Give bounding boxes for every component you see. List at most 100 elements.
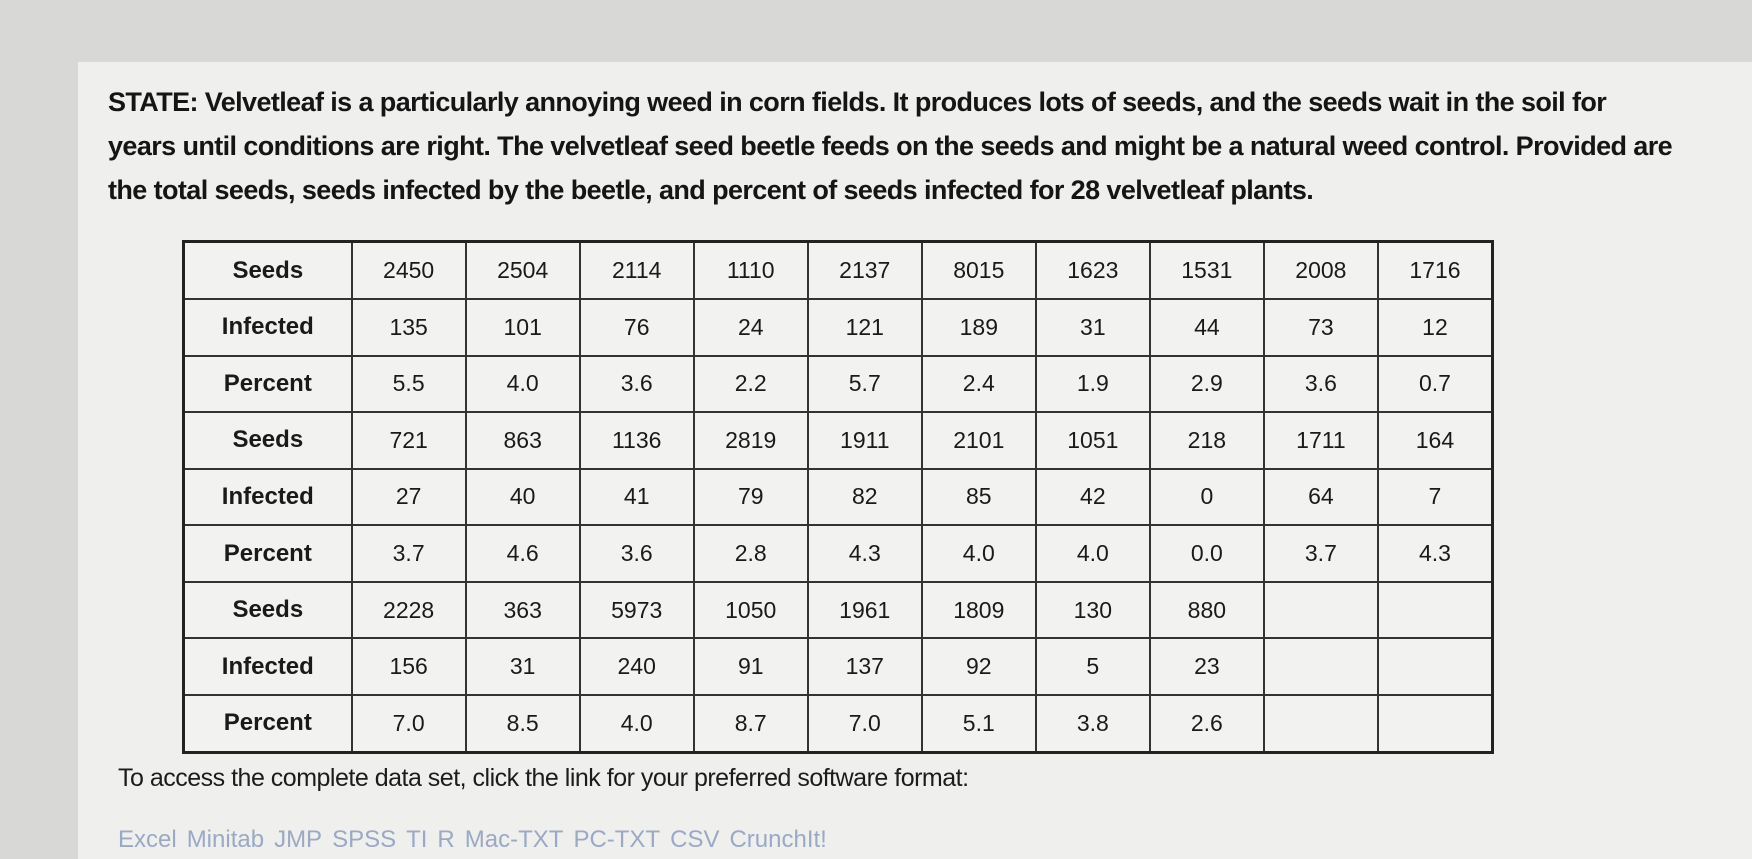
table-cell: 101	[464, 298, 581, 357]
table-cell: 92	[920, 637, 1037, 696]
table-cell: 7.0	[806, 693, 923, 754]
table-cell: 2.8	[692, 524, 809, 583]
table-cell: 3.6	[578, 354, 695, 414]
table-cell: 4.0	[1034, 524, 1151, 583]
table-cell: 240	[578, 637, 695, 696]
table-cell	[1376, 693, 1494, 754]
table-cell: 721	[350, 411, 467, 470]
table-cell: 76	[578, 298, 695, 357]
table-cell: 8015	[920, 240, 1037, 300]
table-cell: 121	[806, 298, 923, 357]
table-cell: 1110	[692, 240, 809, 300]
row-label: Infected	[182, 637, 353, 696]
format-link-ti[interactable]: TI	[406, 826, 428, 853]
format-link-minitab[interactable]: Minitab	[186, 826, 265, 853]
table-cell: 1716	[1376, 240, 1494, 300]
format-link-mac-txt[interactable]: Mac-TXT	[464, 826, 564, 853]
table-cell: 1623	[1034, 240, 1151, 300]
table-cell: 8.5	[464, 693, 581, 754]
table-cell: 85	[920, 467, 1037, 527]
table-cell: 189	[920, 298, 1037, 357]
table-row: Seeds 2228 363 5973 1050 1961 1809 130 880	[182, 580, 1494, 640]
format-link-crunchit[interactable]: CrunchIt!	[729, 826, 827, 853]
table-cell: 2137	[806, 240, 923, 300]
table-cell: 2.2	[692, 354, 809, 414]
table-row: Seeds 721 863 1136 2819 1911 2101 1051 218 1711 16…	[182, 411, 1494, 470]
table-cell	[1262, 693, 1379, 754]
table-cell: 64	[1262, 467, 1379, 527]
row-label: Seeds	[182, 580, 353, 640]
table-cell: 1.9	[1034, 354, 1151, 414]
table-cell: 1911	[806, 411, 923, 470]
table-cell: 363	[464, 580, 581, 640]
table-cell: 4.0	[578, 693, 695, 754]
table-cell: 1050	[692, 580, 809, 640]
row-label: Percent	[182, 693, 353, 754]
table-cell: 2504	[464, 240, 581, 300]
table-cell: 130	[1034, 580, 1151, 640]
row-label: Seeds	[182, 411, 353, 470]
table-cell: 3.7	[1262, 524, 1379, 583]
table-cell: 0.0	[1148, 524, 1265, 583]
table-cell: 23	[1148, 637, 1265, 696]
table-cell: 4.3	[806, 524, 923, 583]
table-cell: 24	[692, 298, 809, 357]
row-label: Seeds	[182, 240, 353, 300]
table-cell: 31	[464, 637, 581, 696]
format-link-excel[interactable]: Excel	[118, 826, 177, 853]
table-cell: 5.1	[920, 693, 1037, 754]
velvetleaf-data-table: Seeds 2450 2504 2114 1110 2137 8015 1623 1531 200…	[182, 240, 1494, 754]
table-cell: 2228	[350, 580, 467, 640]
software-format-links: Excel Minitab JMP SPSS TI R Mac-TXT PC-TXT CSV Cr…	[118, 826, 837, 854]
table-row: Infected 156 31 240 91 137 92 5 23	[182, 637, 1494, 696]
format-link-r[interactable]: R	[437, 826, 455, 853]
table-cell: 7.0	[350, 693, 467, 754]
table-cell: 2.9	[1148, 354, 1265, 414]
table-cell: 1531	[1148, 240, 1265, 300]
table-cell: 156	[350, 637, 467, 696]
table-cell: 5.5	[350, 354, 467, 414]
table-cell: 0.7	[1376, 354, 1494, 414]
table-cell: 79	[692, 467, 809, 527]
table-cell: 218	[1148, 411, 1265, 470]
table-cell: 40	[464, 467, 581, 527]
table-cell: 137	[806, 637, 923, 696]
table-cell: 4.0	[920, 524, 1037, 583]
table-cell: 1051	[1034, 411, 1151, 470]
table-cell: 4.6	[464, 524, 581, 583]
format-link-pc-txt[interactable]: PC-TXT	[573, 826, 661, 853]
table-cell	[1376, 637, 1494, 696]
table-cell: 91	[692, 637, 809, 696]
table-cell: 27	[350, 467, 467, 527]
table-cell: 5	[1034, 637, 1151, 696]
table-cell: 3.6	[578, 524, 695, 583]
format-link-spss[interactable]: SPSS	[332, 826, 397, 853]
table-cell: 41	[578, 467, 695, 527]
problem-statement: STATE: Velvetleaf is a particularly anno…	[108, 87, 1673, 205]
table-cell: 0	[1148, 467, 1265, 527]
table-cell: 2.4	[920, 354, 1037, 414]
table-row: Percent 7.0 8.5 4.0 8.7 7.0 5.1 3.8 2.6	[182, 693, 1494, 754]
table-row: Seeds 2450 2504 2114 1110 2137 8015 1623 1531 200…	[182, 240, 1494, 300]
table-cell: 1961	[806, 580, 923, 640]
table-cell: 8.7	[692, 693, 809, 754]
table-cell: 44	[1148, 298, 1265, 357]
table-cell	[1376, 580, 1494, 640]
table-cell	[1262, 637, 1379, 696]
table-cell: 2114	[578, 240, 695, 300]
table-cell: 3.6	[1262, 354, 1379, 414]
table-row: Infected 135 101 76 24 121 189 31 44 73 12	[182, 298, 1494, 357]
table-cell: 2101	[920, 411, 1037, 470]
table-cell: 4.3	[1376, 524, 1494, 583]
row-label: Percent	[182, 524, 353, 583]
row-label: Percent	[182, 354, 353, 414]
table-cell: 82	[806, 467, 923, 527]
table-cell: 73	[1262, 298, 1379, 357]
table-cell: 1809	[920, 580, 1037, 640]
access-instructions: To access the complete data set, click t…	[118, 764, 969, 792]
format-link-csv[interactable]: CSV	[670, 826, 720, 853]
table-cell: 5.7	[806, 354, 923, 414]
format-link-jmp[interactable]: JMP	[274, 826, 323, 853]
table-cell: 12	[1376, 298, 1494, 357]
row-label: Infected	[182, 298, 353, 357]
